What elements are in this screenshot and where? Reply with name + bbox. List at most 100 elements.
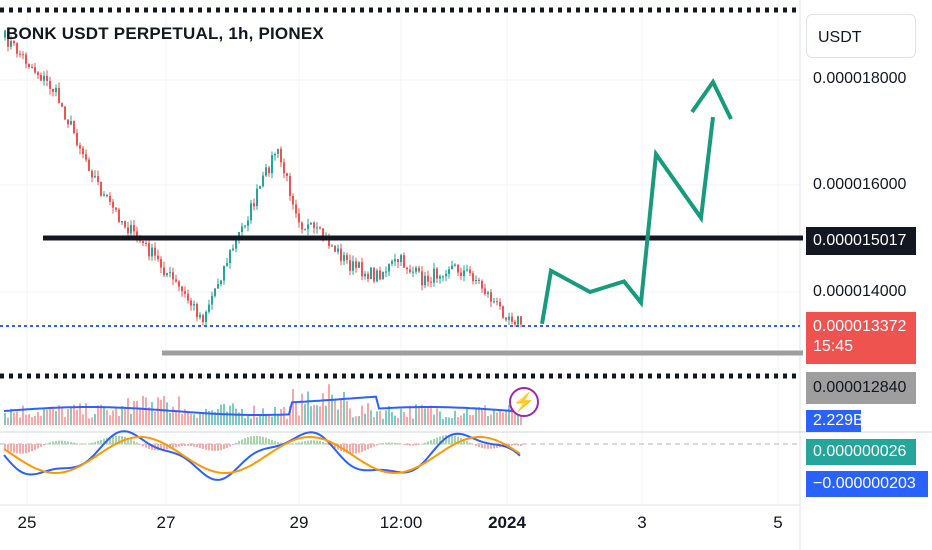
macd-histogram-bar-52 (160, 444, 162, 451)
volume-bar-62 (190, 413, 192, 425)
macd-histogram-bar-104 (316, 440, 318, 445)
candle-body-98 (298, 213, 300, 223)
candle-body-110 (334, 245, 336, 252)
candle-body-1 (7, 30, 9, 47)
macd-histogram-bar-3 (13, 444, 15, 453)
macd-histogram-bar-114 (346, 444, 348, 454)
volume-bar-103 (313, 404, 315, 425)
candle-body-141 (427, 275, 429, 282)
volume-bar-77 (235, 408, 237, 425)
volume-bar-144 (436, 408, 438, 425)
candle-body-118 (358, 262, 360, 268)
horizontal-grid (0, 79, 800, 293)
candle-body-73 (223, 265, 225, 281)
volume-bar-152 (460, 415, 462, 425)
volume-bar-0 (4, 412, 6, 425)
candle-body-30 (94, 176, 96, 178)
volume-bar-29 (91, 417, 93, 425)
macd-histogram-bar-87 (265, 437, 267, 445)
candle-body-166 (502, 306, 504, 318)
macd-histogram-bar-65 (199, 444, 201, 449)
volume-bar-50 (154, 411, 156, 425)
candle-body-120 (364, 273, 366, 277)
lightning-bolt-icon[interactable]: ⚡ (509, 387, 539, 417)
resistance-price-tag: 0.000015017 (806, 227, 916, 255)
price-axis-label-16000: 0.000016000 (813, 176, 907, 193)
candle-body-102 (310, 222, 312, 225)
date-label-5: 5 (773, 513, 783, 532)
candle-body-92 (280, 148, 282, 163)
candle-body-140 (424, 275, 426, 286)
volume-bar-60 (184, 409, 186, 425)
volume-bar-160 (484, 405, 486, 425)
macd-histogram-bar-124 (376, 444, 378, 446)
chart-title: BONK USDT PERPETUAL, 1h, PIONEX (6, 24, 324, 43)
candle-body-64 (196, 304, 198, 318)
volume-bar-68 (208, 410, 210, 425)
candle-body-135 (409, 269, 411, 273)
macd-histogram-bar-30 (94, 441, 96, 445)
volume-bar-20 (64, 417, 66, 425)
candle-body-160 (484, 288, 486, 294)
candle-body-132 (400, 255, 402, 263)
volume-bar-81 (247, 414, 249, 425)
macd-histogram-bar-82 (250, 436, 252, 445)
volume-bar-148 (448, 417, 450, 425)
macd-histogram-bar-157 (475, 444, 477, 446)
volume-bar-34 (106, 410, 108, 425)
macd-histogram-bar-69 (211, 444, 213, 451)
macd-histogram-bar-154 (466, 440, 468, 445)
date-label-1200: 12:00 (379, 513, 423, 532)
macd-histogram-bar-56 (172, 444, 174, 448)
volume-bar-94 (286, 418, 288, 425)
volume-bar-114 (346, 400, 348, 425)
candle-body-14 (46, 75, 48, 81)
macd-histogram-bar-12 (40, 444, 42, 447)
candle-body-39 (121, 221, 123, 223)
macd-histogram-bar-128 (388, 442, 390, 445)
volume-bar-111 (337, 409, 339, 425)
candle-body-48 (148, 243, 150, 257)
volume-bar-149 (451, 418, 453, 425)
macd-histogram-bar-88 (268, 438, 270, 445)
candle-body-21 (67, 119, 69, 125)
volume-bar-33 (103, 407, 105, 425)
macd-histogram-bar-142 (430, 440, 432, 445)
macd-histogram-bar-78 (238, 441, 240, 445)
macd-histogram-bar-139 (421, 443, 423, 445)
candle-body-80 (244, 225, 246, 227)
date-label-27: 27 (156, 513, 176, 532)
volume-bar-43 (133, 401, 135, 425)
macd-histogram-bar-54 (166, 444, 168, 450)
macd-histogram-bar-135 (409, 444, 411, 446)
volume-bar-97 (295, 402, 297, 425)
candle-body-86 (262, 175, 264, 187)
currency-selector[interactable]: USDT (806, 14, 916, 58)
candle-body-117 (355, 261, 357, 268)
volume-bar-92 (280, 409, 282, 425)
volume-bar-66 (202, 412, 204, 425)
candle-body-35 (109, 196, 111, 202)
volume-bar-145 (439, 411, 441, 425)
candle-body-119 (361, 262, 363, 277)
volume-bar-153 (463, 413, 465, 425)
volume-bar-65 (199, 413, 201, 425)
macd-histogram-bar-141 (427, 441, 429, 445)
vertical-grid (26, 0, 779, 505)
volume-bar-105 (319, 406, 321, 425)
volume-bar-88 (268, 414, 270, 425)
macd-histogram-bar-18 (58, 440, 60, 445)
candle-body-125 (379, 270, 381, 280)
volume-bar-74 (226, 411, 228, 425)
volume-bar-117 (355, 416, 357, 425)
candle-body-111 (337, 248, 339, 252)
candle-body-33 (103, 194, 105, 196)
macd-histogram-bar-106 (322, 442, 324, 445)
volume-bar-47 (145, 397, 147, 425)
macd-positive-tag: 0.000000026 (806, 439, 916, 465)
macd-histogram-bar-90 (274, 440, 276, 445)
candle-body-152 (460, 272, 462, 277)
macd-histogram-bar-115 (349, 444, 351, 454)
volume-bar-141 (427, 408, 429, 425)
